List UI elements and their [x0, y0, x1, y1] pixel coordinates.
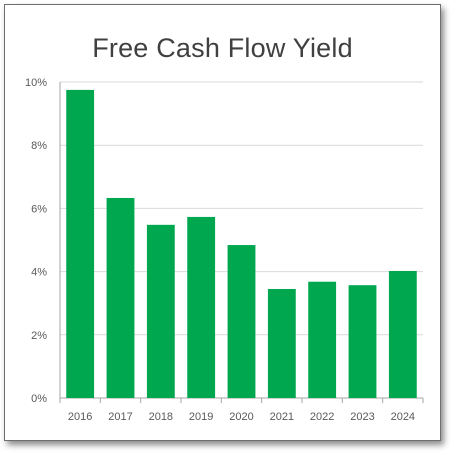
y-tick-label: 6% [31, 203, 47, 215]
y-tick-label: 10% [25, 77, 47, 89]
bar-2024 [388, 270, 417, 398]
x-tick-label-2023: 2023 [350, 411, 374, 423]
y-tick-label: 8% [31, 140, 47, 152]
bar-2017 [106, 197, 135, 398]
chart-card: Free Cash Flow Yield 0% 2% 4% 6% 8% 10% 2016 20… [4, 4, 441, 441]
x-tick-label-2016: 2016 [68, 411, 92, 423]
x-tick-label-2021: 2021 [270, 411, 294, 423]
x-tick-label-2018: 2018 [149, 411, 173, 423]
bar-2019 [187, 216, 216, 398]
x-tick-label-2024: 2024 [391, 411, 415, 423]
bar-2020 [227, 245, 256, 398]
y-tick-label: 0% [31, 393, 47, 405]
bar-chart: 0% 2% 4% 6% 8% 10% 2016 2017 2018 2019 2020 2021 202… [25, 77, 424, 423]
bar-2018 [146, 224, 175, 398]
x-tick-label-2019: 2019 [189, 411, 213, 423]
x-tick-label-2020: 2020 [229, 411, 253, 423]
bar-2023 [348, 285, 377, 398]
x-tick-label-2017: 2017 [108, 411, 132, 423]
x-tick-label-2022: 2022 [310, 411, 334, 423]
bar-2022 [308, 281, 337, 398]
chart-title: Free Cash Flow Yield [92, 33, 353, 63]
y-tick-label: 2% [31, 330, 47, 342]
y-tick-label: 4% [31, 267, 47, 279]
bar-2016 [66, 89, 95, 399]
bar-2021 [267, 288, 296, 398]
